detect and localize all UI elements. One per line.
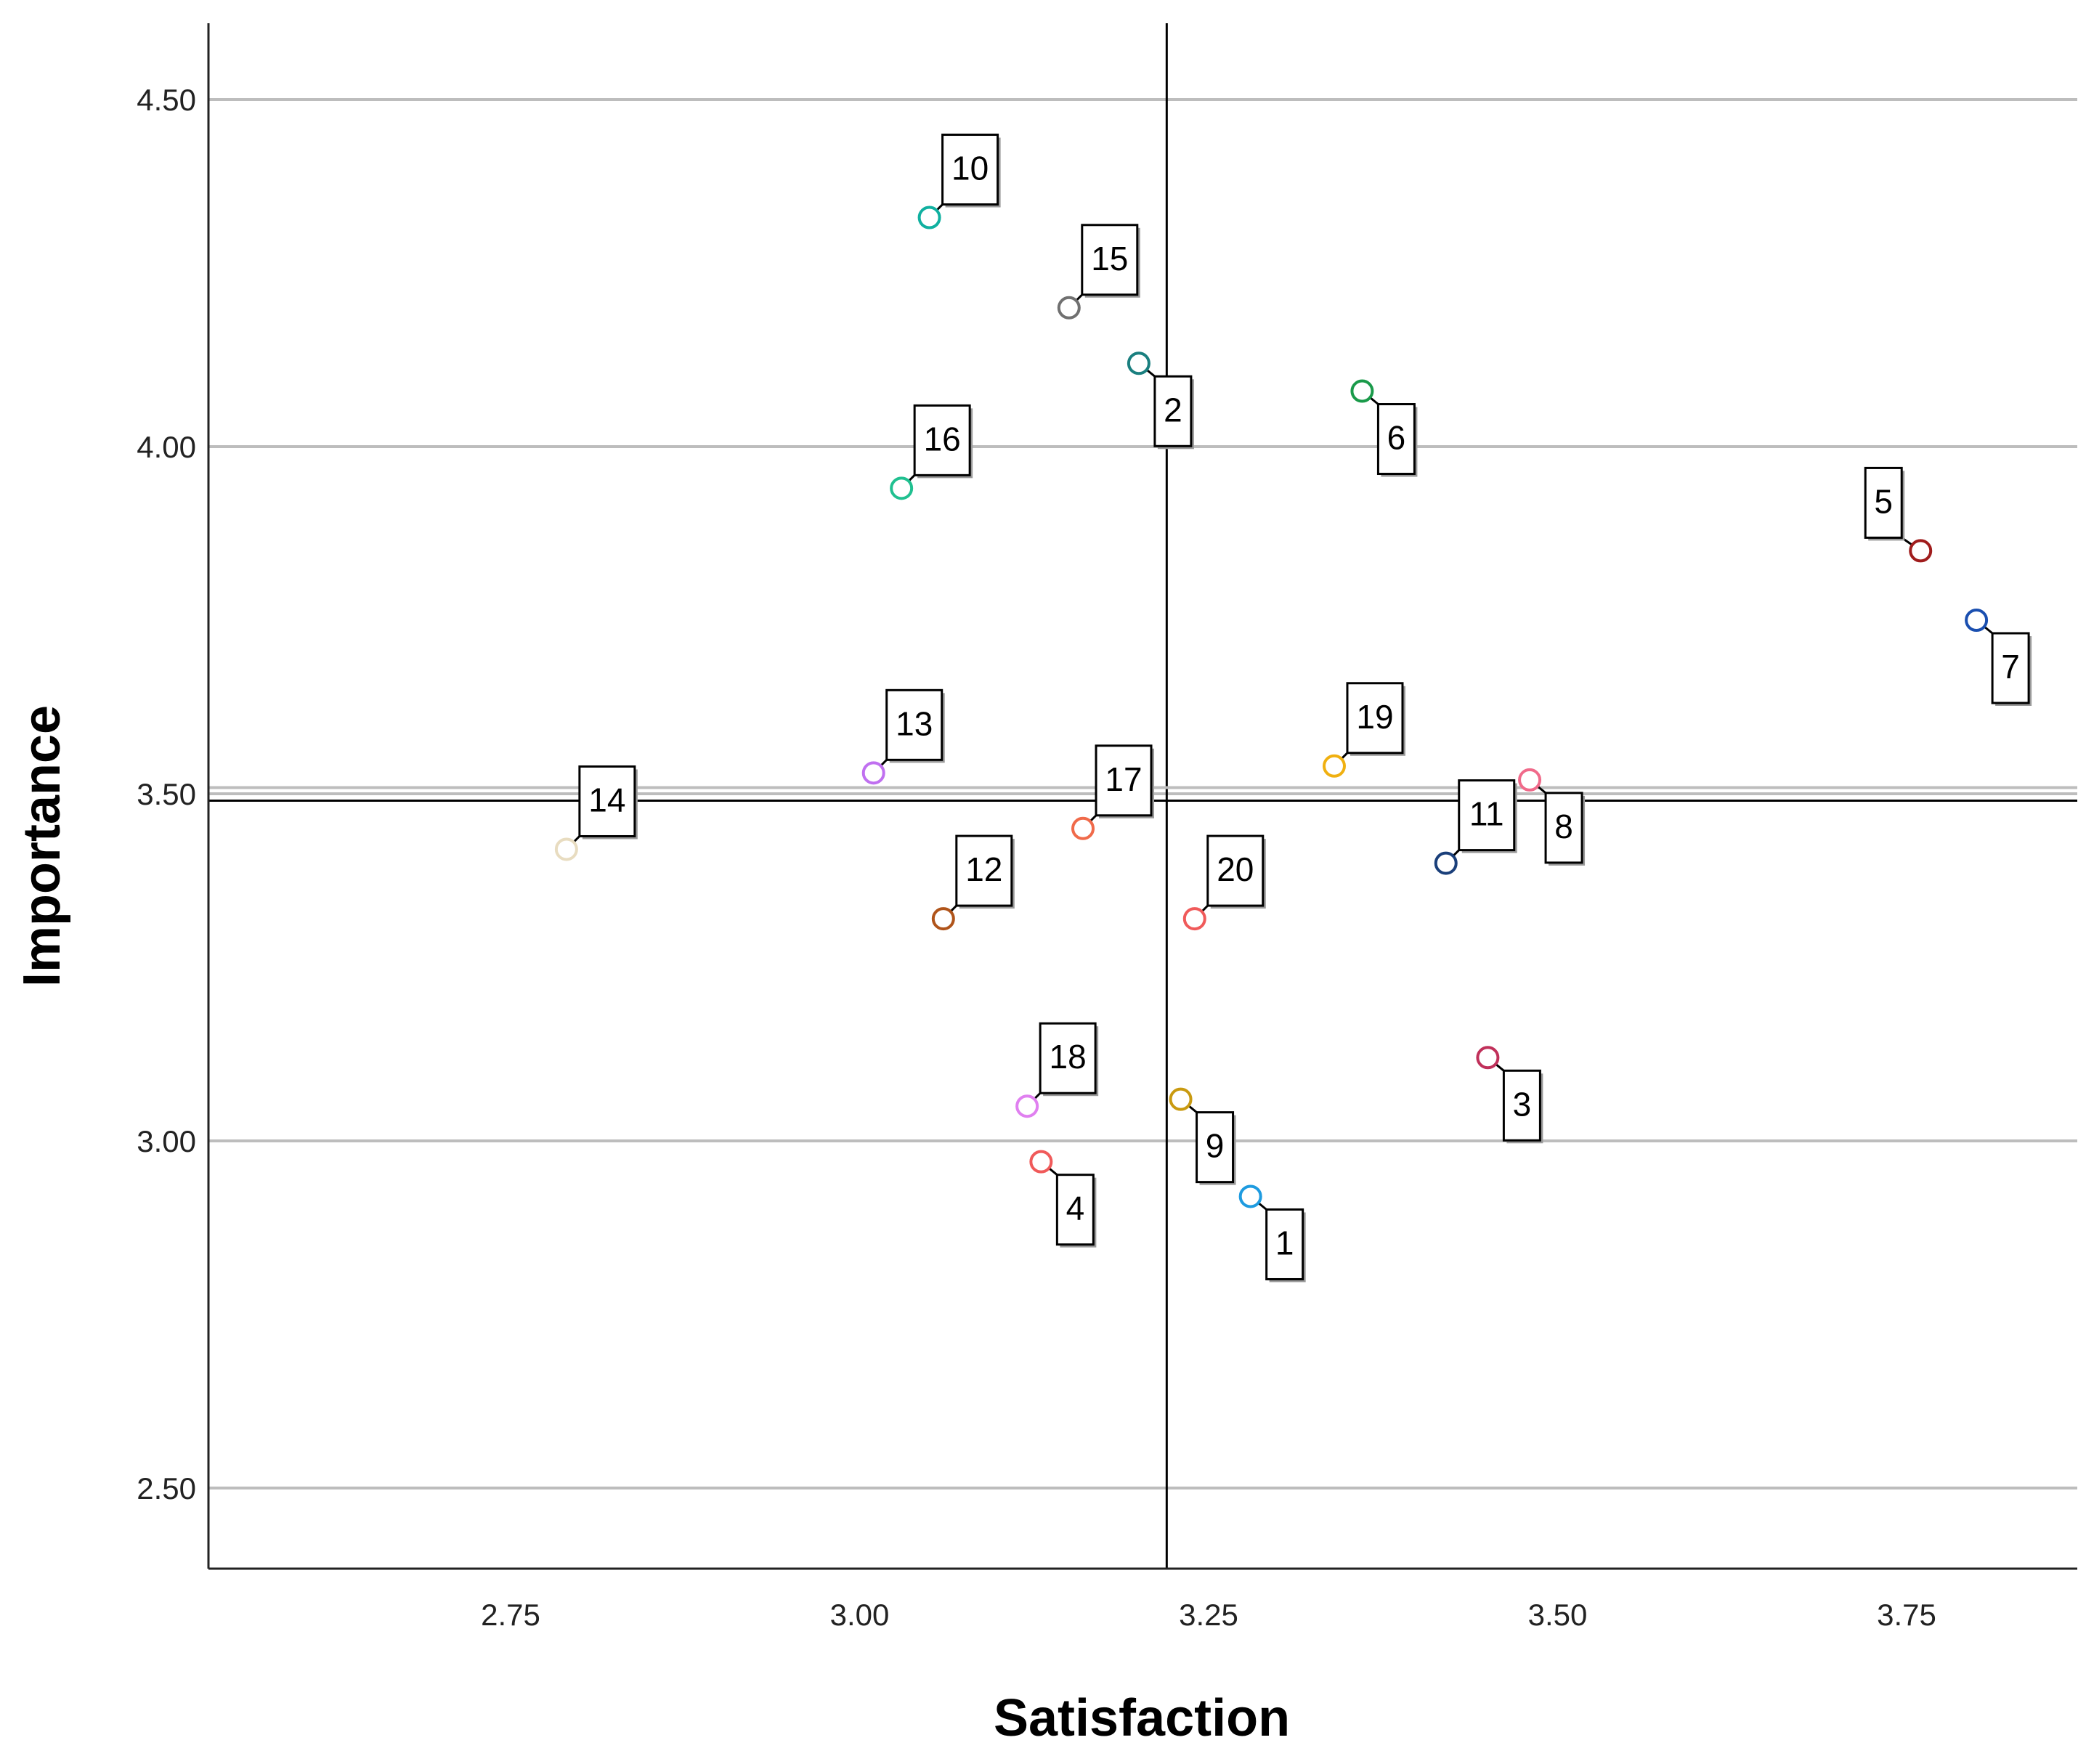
point-label-text: 11 [1469, 795, 1504, 833]
point-label: 6 [1361, 390, 1418, 477]
point-label-text: 13 [896, 704, 933, 742]
y-tick-label: 3.50 [137, 777, 196, 811]
point-label: 2 [1137, 362, 1194, 450]
x-tick-labels: 2.75 3.00 3.25 3.50 3.75 [481, 1598, 1936, 1632]
point-label-text: 7 [2001, 648, 2020, 686]
point-label-text: 16 [924, 420, 961, 458]
data-point [1434, 851, 1458, 875]
point-label-text: 15 [1091, 240, 1128, 277]
data-point [1965, 609, 1989, 632]
point-label-text: 1 [1275, 1224, 1294, 1261]
point-label: 14 [565, 765, 638, 850]
point-label-text: 12 [965, 850, 1002, 888]
data-point [1015, 1094, 1039, 1118]
x-tick-label: 3.25 [1179, 1598, 1238, 1632]
point-label: 19 [1333, 682, 1405, 767]
point-label: 10 [928, 134, 1001, 219]
data-point [1029, 1150, 1053, 1174]
point-label-text: 20 [1217, 850, 1254, 888]
data-point [1182, 907, 1206, 931]
point-label-text: 18 [1050, 1038, 1087, 1076]
point-label: 15 [1068, 224, 1140, 309]
point-label: 17 [1081, 744, 1155, 829]
point-label: 13 [872, 688, 945, 774]
data-point [554, 837, 578, 861]
point-label: 20 [1193, 834, 1266, 920]
point-label-text: 5 [1874, 482, 1893, 520]
data-point [1071, 816, 1095, 840]
point-label-text: 2 [1164, 391, 1182, 428]
data-point [1518, 768, 1542, 792]
data-point [1322, 754, 1346, 778]
y-tick-label: 4.00 [137, 430, 196, 464]
data-point [861, 761, 885, 785]
point-label-text: 4 [1066, 1190, 1085, 1227]
point-label: 18 [1026, 1022, 1099, 1107]
point-label: 9 [1180, 1098, 1236, 1185]
data-point [917, 206, 941, 229]
x-tick-label: 2.75 [481, 1598, 540, 1632]
x-tick-label: 3.75 [1877, 1598, 1936, 1632]
point-label: 4 [1040, 1161, 1097, 1248]
data-point [1350, 379, 1374, 403]
point-label-text: 9 [1206, 1127, 1225, 1165]
x-axis-title: Satisfaction [994, 1689, 1290, 1747]
x-tick-label: 3.00 [830, 1598, 890, 1632]
point-label-text: 8 [1554, 808, 1573, 845]
data-point [1169, 1087, 1193, 1111]
data-point [1909, 539, 1933, 563]
data-points [554, 206, 1989, 1208]
point-label: 3 [1487, 1057, 1543, 1144]
data-point [1238, 1184, 1262, 1208]
point-label-text: 6 [1387, 419, 1406, 457]
y-tick-labels: 2.50 3.00 3.50 4.00 4.50 [137, 83, 196, 1505]
point-label-text: 14 [588, 781, 625, 818]
y-tick-label: 2.50 [137, 1471, 196, 1505]
data-point [1127, 351, 1150, 375]
point-label: 1 [1249, 1195, 1306, 1283]
point-label: 7 [1976, 619, 2032, 706]
point-label: 16 [901, 404, 973, 489]
point-label: 12 [942, 834, 1015, 920]
point-label-text: 17 [1105, 760, 1142, 798]
data-point [890, 476, 914, 500]
data-point [1057, 296, 1081, 320]
point-label-text: 10 [951, 150, 989, 187]
point-label-text: 19 [1356, 698, 1393, 736]
x-tick-label: 3.50 [1528, 1598, 1588, 1632]
point-label: 11 [1445, 779, 1517, 864]
data-point [931, 907, 955, 931]
y-tick-label: 4.50 [137, 83, 196, 117]
data-point [1476, 1046, 1500, 1070]
axes [207, 23, 2077, 1570]
y-axis-title: Importance [13, 705, 71, 987]
point-label: 8 [1529, 779, 1586, 866]
point-label-text: 3 [1513, 1085, 1532, 1123]
y-tick-label: 3.00 [137, 1124, 196, 1158]
point-label: 5 [1864, 466, 1922, 552]
